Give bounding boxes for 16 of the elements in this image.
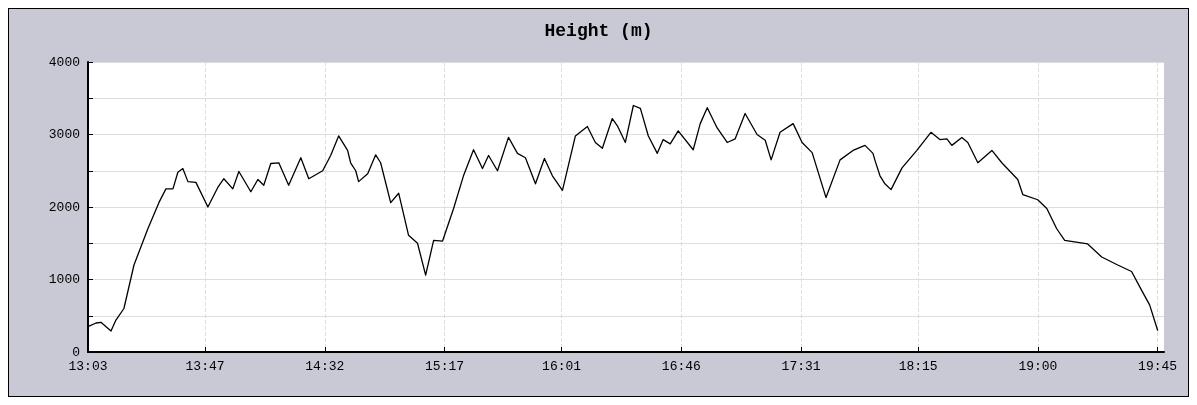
y-tick-label: 1000 [48,272,80,287]
y-tick-label: 2000 [48,199,80,215]
x-tick-label: 15:17 [425,359,465,374]
x-tick-label: 18:15 [898,359,938,374]
x-tick-label: 13:47 [185,359,225,374]
x-tick-label: 19:00 [1018,359,1058,374]
chart-title: Height (m) [544,21,653,41]
x-tick-label: 13:03 [68,359,108,374]
x-tick-label: 14:32 [305,359,345,374]
x-tick-label: 16:46 [661,359,701,374]
x-tick-label: 19:45 [1138,359,1178,374]
x-tick-label: 16:01 [542,359,582,374]
y-tick-label: 0 [72,344,80,360]
x-tick-label: 17:31 [781,359,821,374]
y-tick-label: 4000 [48,54,80,70]
y-tick-label: 3000 [48,127,80,142]
